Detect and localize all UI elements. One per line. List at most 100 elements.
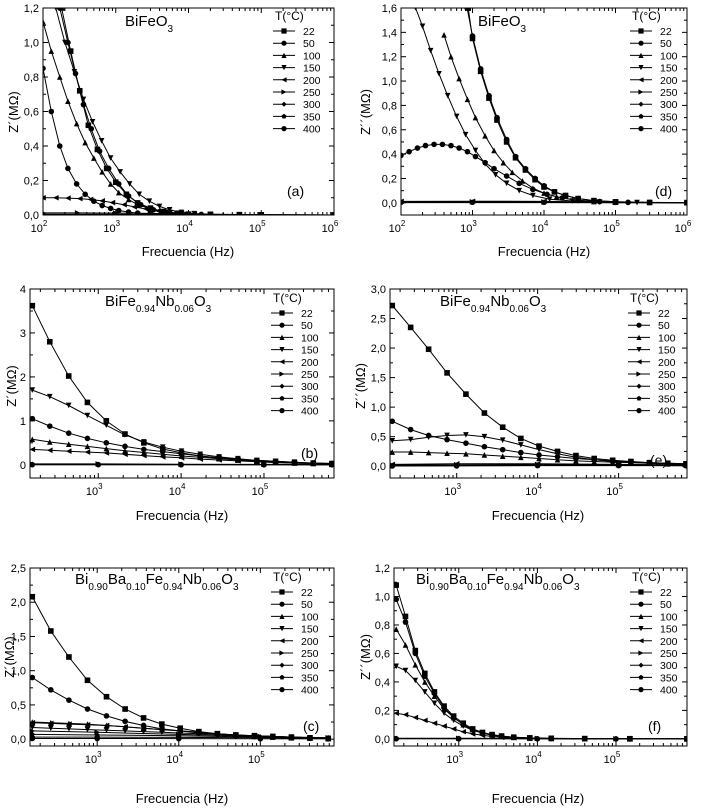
y-tick-label: 0,0 bbox=[24, 210, 39, 222]
legend-label: 300 bbox=[660, 660, 678, 672]
y-tick-label: 0,8 bbox=[24, 72, 39, 84]
data-point-150 bbox=[216, 454, 222, 460]
data-point-100 bbox=[425, 449, 432, 456]
data-point-400 bbox=[453, 463, 460, 469]
data-point-22 bbox=[394, 582, 400, 588]
series-line-150 bbox=[415, 8, 687, 204]
legend-marker-300 bbox=[638, 662, 644, 668]
legend-label: 200 bbox=[660, 75, 678, 87]
legend-label: 150 bbox=[660, 624, 678, 636]
data-point-150 bbox=[462, 131, 469, 138]
data-point-150 bbox=[141, 439, 147, 445]
data-point-400 bbox=[390, 463, 396, 469]
data-point-400 bbox=[394, 735, 400, 742]
data-point-350 bbox=[113, 211, 119, 215]
legend-marker-400 bbox=[279, 408, 285, 414]
legend-marker-350 bbox=[279, 395, 285, 401]
data-point-150 bbox=[425, 434, 432, 441]
data-point-150 bbox=[394, 663, 400, 670]
y-tick-label: 1,0 bbox=[11, 666, 26, 678]
data-point-400 bbox=[575, 197, 581, 204]
legend-marker-350 bbox=[638, 113, 644, 119]
data-point-400 bbox=[134, 210, 141, 215]
legend-marker-250 bbox=[638, 89, 644, 95]
data-point-50 bbox=[503, 136, 510, 143]
data-point-100 bbox=[122, 447, 128, 454]
data-point-150 bbox=[472, 147, 479, 154]
chart-panel-c: 103 104 105 0,0 0,5 1,0 1,5 2,0 2,5 Frecuencia (H… bbox=[2, 563, 335, 806]
data-point-22 bbox=[463, 391, 469, 397]
data-point-400 bbox=[95, 461, 102, 468]
legend-label: 250 bbox=[660, 87, 678, 99]
legend-marker-250 bbox=[281, 89, 287, 95]
data-point-400 bbox=[684, 199, 687, 206]
legend-title: T(°C) bbox=[632, 9, 661, 23]
x-tick-label: 103 bbox=[446, 750, 463, 766]
data-point-200 bbox=[103, 450, 110, 456]
data-point-150 bbox=[178, 448, 185, 454]
data-point-50 bbox=[88, 125, 95, 132]
data-point-200 bbox=[178, 454, 185, 461]
y-tick-label: 1,5 bbox=[371, 373, 386, 385]
data-point-150 bbox=[54, 8, 58, 11]
data-point-400 bbox=[175, 735, 182, 742]
data-point-100 bbox=[499, 453, 506, 459]
data-point-150 bbox=[530, 192, 536, 199]
data-point-50 bbox=[554, 453, 561, 460]
data-point-150 bbox=[156, 203, 163, 210]
x-tick-label: 105 bbox=[248, 750, 265, 766]
data-point-150 bbox=[98, 138, 105, 144]
data-point-400 bbox=[596, 198, 603, 205]
data-point-400 bbox=[43, 65, 46, 72]
legend-label: 250 bbox=[303, 87, 321, 99]
y-tick-label: 0,0 bbox=[382, 198, 397, 210]
y-tick-label: 2,5 bbox=[11, 563, 26, 575]
data-point-100 bbox=[482, 133, 488, 139]
data-point-200 bbox=[394, 710, 400, 717]
data-point-100 bbox=[456, 75, 462, 82]
legend-label: 300 bbox=[301, 381, 319, 393]
data-point-200 bbox=[30, 719, 36, 726]
series-line-22 bbox=[395, 584, 687, 740]
legend-label: 22 bbox=[303, 26, 315, 38]
y-tick-label: 0,6 bbox=[24, 107, 39, 119]
legend-marker-400 bbox=[636, 408, 642, 414]
data-point-400 bbox=[534, 462, 541, 469]
y-tick-label: 1 bbox=[20, 416, 26, 428]
chart-title: BiFeO3 bbox=[125, 13, 174, 35]
legend-marker-100 bbox=[638, 613, 644, 619]
y-tick-label: 1,6 bbox=[382, 3, 397, 15]
plot-frame bbox=[393, 567, 688, 747]
x-tick-label: 105 bbox=[604, 750, 621, 766]
data-point-22 bbox=[67, 48, 74, 54]
y-axis-label: Z´´(MΩ) bbox=[358, 89, 373, 135]
series-group bbox=[401, 8, 687, 206]
data-point-200 bbox=[216, 457, 222, 463]
x-tick-label: 104 bbox=[166, 750, 183, 766]
legend-marker-100 bbox=[638, 52, 644, 58]
data-point-200 bbox=[235, 458, 241, 464]
data-point-150 bbox=[427, 47, 434, 54]
data-point-400 bbox=[472, 153, 479, 160]
data-point-50 bbox=[122, 443, 128, 450]
legend-label: 50 bbox=[660, 38, 672, 50]
y-axis-label: Z´(MΩ) bbox=[6, 91, 21, 132]
chart-panel-b: 103 104 105 0 1 2 3 4 Frecuencia (Hz) Z´(MΩ) BiFe0… bbox=[4, 284, 335, 523]
data-point-200 bbox=[141, 452, 147, 459]
data-point-50 bbox=[422, 673, 428, 680]
y-tick-label: 2 bbox=[20, 372, 26, 384]
legend-marker-400 bbox=[279, 687, 285, 693]
data-point-200 bbox=[65, 448, 72, 454]
data-point-400 bbox=[185, 212, 192, 215]
y-tick-label: 4 bbox=[20, 284, 26, 296]
series-group bbox=[390, 302, 687, 469]
legend-marker-200 bbox=[281, 77, 287, 83]
data-point-150 bbox=[441, 710, 447, 717]
legend-label: 350 bbox=[301, 672, 319, 684]
series-line-22 bbox=[31, 305, 332, 465]
data-point-100 bbox=[481, 452, 488, 458]
data-point-50 bbox=[499, 446, 506, 453]
series-line-100 bbox=[395, 628, 687, 740]
legend-label: 350 bbox=[660, 111, 678, 123]
